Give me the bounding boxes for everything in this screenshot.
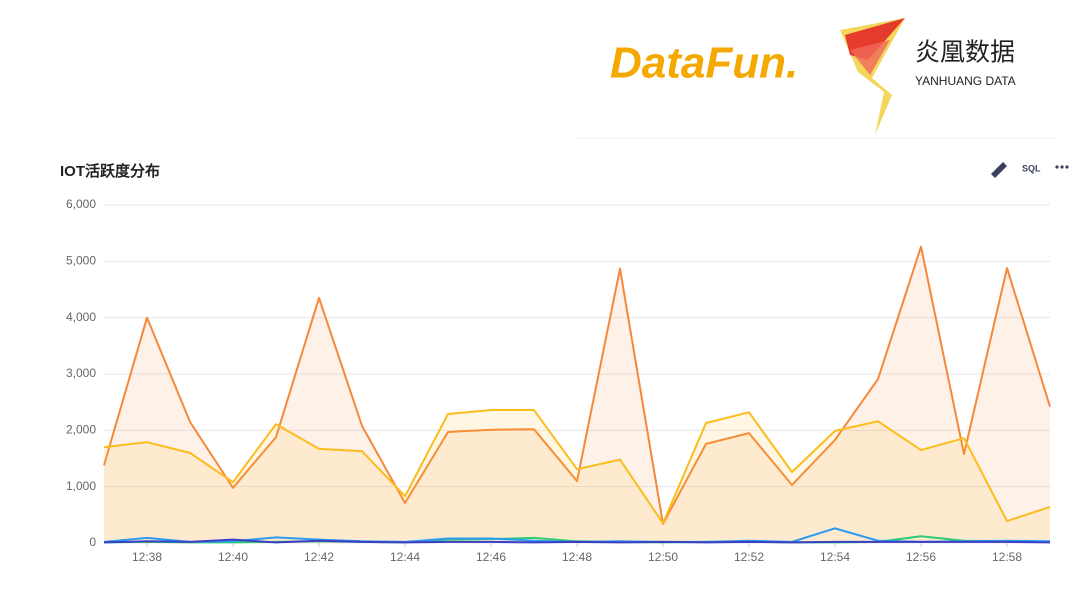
x-tick-label: 12:54 xyxy=(820,550,850,564)
x-tick-label: 12:44 xyxy=(390,550,420,564)
y-tick-label: 2,000 xyxy=(66,423,96,437)
x-tick-label: 12:38 xyxy=(132,550,162,564)
y-tick-label: 6,000 xyxy=(66,197,96,211)
y-tick-label: 0 xyxy=(89,535,96,549)
line xyxy=(103,538,1051,544)
x-tick-label: 12:48 xyxy=(562,550,592,564)
y-tick-label: 3,000 xyxy=(66,366,96,380)
x-tick-label: 12:50 xyxy=(648,550,678,564)
line xyxy=(103,409,1051,525)
y-tick-label: 1,000 xyxy=(66,479,96,493)
edit-icon[interactable] xyxy=(991,162,1007,178)
brand-icon xyxy=(840,18,905,135)
x-tick-label: 12:42 xyxy=(304,550,334,564)
y-tick-label: 5,000 xyxy=(66,254,96,268)
area xyxy=(104,246,1050,544)
chart-title: IOT活跃度分布 xyxy=(60,162,160,180)
brand-name-en: YANHUANG DATA xyxy=(915,74,1016,88)
logo-datafun: DataFun. xyxy=(610,39,798,88)
x-tick-label: 12:40 xyxy=(218,550,248,564)
y-tick-label: 4,000 xyxy=(66,310,96,324)
brand-name: 炎凰数据 xyxy=(915,39,1015,67)
x-tick-label: 12:52 xyxy=(734,550,764,564)
sql-button[interactable]: SQL xyxy=(1022,163,1041,173)
x-tick-label: 12:46 xyxy=(476,550,506,564)
x-tick-label: 12:58 xyxy=(992,550,1022,564)
area xyxy=(104,410,1050,543)
more-menu[interactable] xyxy=(1055,165,1069,169)
x-tick-label: 12:56 xyxy=(906,550,936,564)
line xyxy=(103,245,1051,525)
